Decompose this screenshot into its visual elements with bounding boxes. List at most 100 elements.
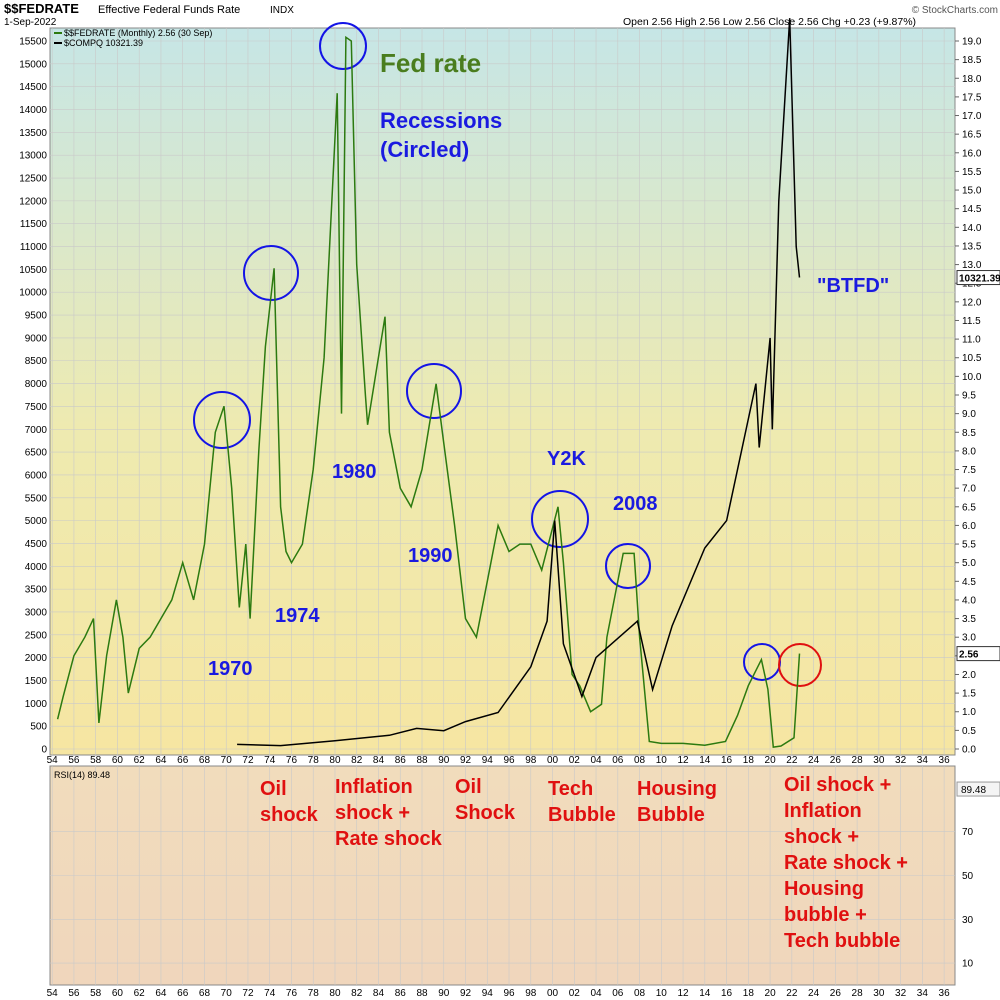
y2-tick-label: 9.0 [962, 409, 976, 420]
y-tick-label: 6000 [25, 470, 48, 481]
y2-tick-label: 3.0 [962, 633, 976, 644]
y2-tick-label: 4.0 [962, 595, 976, 606]
x-tick-label: 58 [90, 755, 102, 766]
annotation: "BTFD" [817, 275, 889, 297]
x-tick-label: 36 [939, 988, 951, 999]
x-tick-label: 04 [590, 755, 602, 766]
x-tick-label: 08 [634, 755, 646, 766]
x-tick-label: 18 [743, 755, 755, 766]
x-tick-label: 06 [612, 988, 624, 999]
x-tick-label: 16 [721, 988, 733, 999]
x-tick-label: 32 [895, 988, 907, 999]
rsi-tick-label: 10 [962, 959, 974, 970]
x-tick-label: 16 [721, 755, 733, 766]
y2-tick-label: 3.5 [962, 614, 976, 625]
x-tick-label: 92 [460, 988, 472, 999]
x-tick-label: 66 [177, 755, 189, 766]
annotation: Inflation [335, 776, 413, 798]
annotation: 1980 [332, 461, 377, 483]
y2-tick-label: 13.0 [962, 260, 982, 271]
y-tick-label: 15000 [19, 59, 47, 70]
x-tick-label: 24 [808, 755, 820, 766]
annotation: Rate shock + [784, 852, 908, 874]
x-tick-label: 80 [329, 755, 341, 766]
exchange: INDX [270, 5, 294, 16]
x-tick-label: 22 [786, 755, 798, 766]
y-tick-label: 5000 [25, 516, 48, 527]
annotation: Fed rate [380, 48, 481, 78]
rsi-tick-label: 70 [962, 827, 974, 838]
x-tick-label: 56 [68, 755, 80, 766]
y-tick-label: 15500 [19, 37, 47, 48]
y-tick-label: 1000 [25, 699, 48, 710]
x-tick-label: 22 [786, 988, 798, 999]
y-tick-label: 13500 [19, 128, 47, 139]
recession-circle [531, 490, 589, 548]
x-tick-label: 00 [547, 755, 559, 766]
y2-tick-label: 14.5 [962, 204, 982, 215]
y2-tick-label: 13.5 [962, 241, 982, 252]
x-tick-label: 34 [917, 988, 929, 999]
x-tick-label: 84 [373, 755, 385, 766]
last-price-box [956, 270, 1000, 286]
y2-tick-label: 5.0 [962, 558, 976, 569]
x-tick-label: 74 [264, 755, 276, 766]
annotation: (Circled) [380, 137, 469, 162]
y2-tick-label: 16.0 [962, 148, 982, 159]
main-panel [49, 27, 956, 756]
y-tick-label: 8000 [25, 379, 48, 390]
x-tick-label: 76 [286, 755, 298, 766]
x-tick-label: 94 [482, 755, 494, 766]
x-tick-label: 36 [939, 755, 951, 766]
y-tick-label: 13000 [19, 151, 47, 162]
x-tick-label: 66 [177, 988, 189, 999]
rsi-tick-label: 30 [962, 915, 974, 926]
x-tick-label: 30 [873, 755, 885, 766]
x-tick-label: 02 [569, 988, 581, 999]
last-price-box [956, 646, 1000, 662]
y2-tick-label: 7.0 [962, 484, 976, 495]
y2-tick-label: 11.0 [962, 335, 981, 346]
x-tick-label: 62 [134, 755, 146, 766]
x-tick-label: 82 [351, 988, 363, 999]
annotation: Shock [455, 802, 516, 824]
y-tick-label: 10000 [19, 288, 47, 299]
y-tick-label: 11500 [20, 219, 48, 230]
x-tick-label: 72 [242, 988, 254, 999]
legend-label: $$FEDRATE (Monthly) 2.56 (30 Sep) [64, 28, 212, 38]
source: © StockCharts.com [912, 5, 998, 16]
x-tick-label: 28 [852, 755, 864, 766]
annotation: Y2K [547, 448, 586, 470]
x-tick-label: 86 [395, 755, 407, 766]
annotation: Housing [637, 778, 717, 800]
y-tick-label: 5500 [25, 493, 48, 504]
x-tick-label: 06 [612, 755, 624, 766]
current-circle [778, 643, 822, 687]
x-tick-label: 02 [569, 755, 581, 766]
x-tick-label: 26 [830, 988, 842, 999]
y-tick-label: 2000 [25, 653, 48, 664]
x-tick-label: 20 [765, 988, 777, 999]
x-tick-label: 00 [547, 988, 559, 999]
y-tick-label: 6500 [25, 448, 48, 459]
annotation: Housing [784, 878, 864, 900]
y-tick-label: 4000 [25, 562, 48, 573]
y2-tick-label: 1.5 [962, 689, 976, 700]
x-tick-label: 68 [199, 988, 211, 999]
y2-tick-label: 18.0 [962, 74, 982, 85]
x-tick-label: 64 [155, 988, 167, 999]
x-tick-label: 84 [373, 988, 385, 999]
y-tick-label: 1500 [25, 676, 48, 687]
x-tick-label: 90 [438, 755, 450, 766]
annotation: Oil shock + [784, 774, 891, 796]
x-tick-label: 60 [112, 755, 124, 766]
y2-tick-label: 4.5 [962, 577, 976, 588]
y2-tick-label: 15.5 [962, 167, 982, 178]
x-tick-label: 76 [286, 988, 298, 999]
symbol: $$FEDRATE [4, 1, 79, 16]
y2-tick-label: 17.5 [962, 92, 982, 103]
x-tick-label: 30 [873, 988, 885, 999]
grid [50, 28, 955, 985]
y2-tick-label: 11.5 [962, 316, 981, 327]
